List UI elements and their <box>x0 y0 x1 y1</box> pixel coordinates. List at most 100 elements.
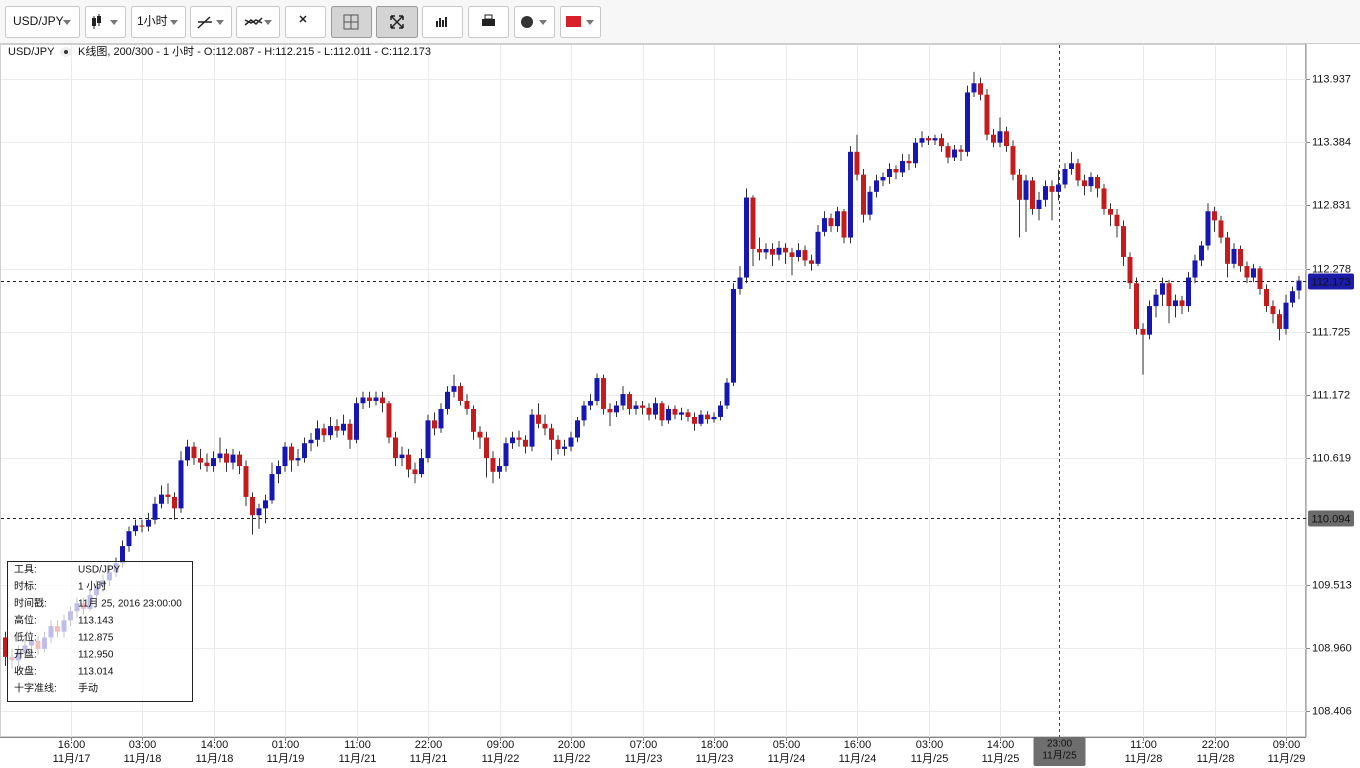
candle-body <box>315 428 320 440</box>
candle-body <box>581 405 587 421</box>
crosshair-button[interactable] <box>331 6 372 38</box>
button-frame <box>5 6 80 38</box>
candle-body <box>282 446 288 467</box>
info-value: USD/JPY <box>78 565 121 576</box>
candle-body <box>1010 146 1016 175</box>
color-button[interactable] <box>514 6 555 38</box>
x-tick-label: 03:00 <box>916 739 944 751</box>
candle-body <box>770 248 775 255</box>
candle-body <box>1257 268 1263 289</box>
candle-body <box>211 458 216 467</box>
candle-body <box>503 443 509 467</box>
symbol-label: USD/JPY <box>13 14 64 28</box>
candle-body <box>913 142 918 164</box>
candle-body <box>1186 277 1191 307</box>
price-label: 112.173 <box>1312 276 1351 288</box>
candle-body <box>997 131 1003 143</box>
candle-body <box>1205 211 1211 246</box>
candle-body <box>139 525 145 527</box>
x-tick-label: 11月/23 <box>625 753 663 765</box>
candle-body <box>822 218 827 232</box>
candle-body <box>906 160 912 164</box>
x-tick-label: 09:00 <box>487 739 515 751</box>
candle-body <box>126 531 132 547</box>
candle-body <box>685 412 691 417</box>
candle-body <box>679 412 684 415</box>
candle-body <box>302 443 307 459</box>
candle-body <box>815 231 821 264</box>
candle-body <box>178 460 184 509</box>
info-value: 1 小时 <box>78 581 106 593</box>
interval-button[interactable]: 1小时 <box>131 6 186 38</box>
y-tick-label: 110.619 <box>1312 452 1351 464</box>
x-tick-label: 07:00 <box>630 739 658 751</box>
candle-body <box>1134 283 1139 329</box>
icon <box>521 16 533 28</box>
x-tick-label: 14:00 <box>987 739 1015 751</box>
drawing-button[interactable] <box>190 6 232 38</box>
candle-body <box>666 408 671 421</box>
candle-body <box>1095 176 1100 189</box>
crosshair-label: 23:00 <box>1047 739 1072 750</box>
info-value: 113.014 <box>78 667 114 678</box>
plot-area <box>0 44 1306 737</box>
info-value: 112.875 <box>78 633 114 644</box>
symbol-button[interactable]: USD/JPY <box>5 6 80 38</box>
language-button[interactable] <box>560 6 601 38</box>
fullscreen-button[interactable] <box>376 6 418 38</box>
candle-body <box>490 458 496 472</box>
candle-body <box>776 247 782 255</box>
candle-body <box>1166 283 1172 307</box>
caret <box>63 20 71 25</box>
candle-body <box>133 525 138 532</box>
candle-body <box>1283 302 1289 329</box>
y-tick-label: 108.406 <box>1312 705 1352 717</box>
candle-body <box>198 458 203 463</box>
candle-body <box>867 191 873 215</box>
candle-body <box>451 386 457 392</box>
candle-body <box>991 134 996 143</box>
x-tick-label: 18:00 <box>701 739 729 751</box>
candle-body <box>744 197 749 278</box>
candle-body <box>542 423 548 429</box>
candle-body <box>861 174 866 215</box>
print-button[interactable] <box>468 6 509 38</box>
info-label: 工具: <box>14 564 37 576</box>
candle-body <box>796 250 801 257</box>
candle-body <box>458 386 463 401</box>
clear-button[interactable] <box>285 6 326 38</box>
candle-body <box>1270 306 1276 315</box>
candle-body <box>575 420 580 438</box>
candle-body <box>1296 280 1302 291</box>
candle-body <box>373 397 379 401</box>
icon <box>482 19 495 26</box>
candle-body <box>347 423 353 440</box>
candle-body <box>835 211 840 227</box>
candle-body <box>263 500 268 509</box>
candle-body <box>250 496 255 516</box>
icon <box>436 17 447 27</box>
x-tick-label: 11月/22 <box>482 753 520 765</box>
candle-body <box>308 439 314 444</box>
candle-body <box>328 426 333 436</box>
candle-body <box>354 403 359 440</box>
caret <box>539 20 547 25</box>
candle-body <box>1140 328 1146 335</box>
visibility-toggle[interactable] <box>60 47 72 57</box>
info-label: 十字准线: <box>14 682 57 695</box>
candle-body <box>237 454 242 467</box>
candle-body <box>854 151 860 175</box>
candle-body <box>672 408 678 415</box>
indicator-button[interactable] <box>236 6 280 38</box>
volume-button[interactable] <box>422 6 463 38</box>
chart-type-button[interactable] <box>85 6 126 38</box>
x-tick-label: 01:00 <box>272 739 300 751</box>
candle-body <box>880 176 886 181</box>
icon <box>64 50 68 54</box>
crosshair-label-box <box>1033 737 1086 766</box>
button-frame <box>85 6 126 38</box>
button-frame <box>514 6 555 38</box>
candle-body <box>1017 174 1022 200</box>
info-value: 11月 25, 2016 23:00:00 <box>78 598 182 610</box>
candle-body <box>419 458 424 475</box>
